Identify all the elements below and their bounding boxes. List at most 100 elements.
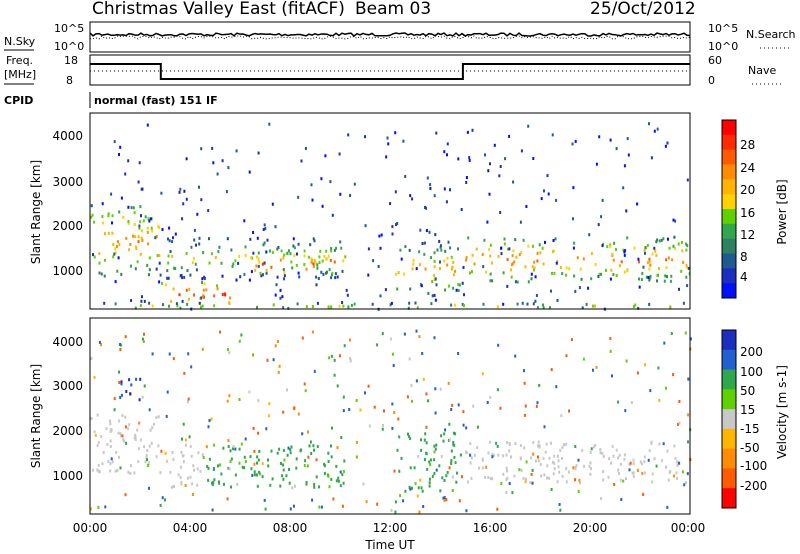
velocity-cell [539, 463, 542, 466]
velocity-cell [609, 349, 612, 353]
xtick-1600: 16:00 [473, 521, 508, 535]
velocity-panel-frame [89, 317, 691, 515]
velocity-cell [687, 440, 689, 444]
velocity-cell [452, 475, 454, 479]
velocity-cell [155, 455, 158, 459]
velocity-cell [481, 372, 484, 376]
power-cell [503, 242, 506, 246]
velocity-cell [339, 354, 341, 358]
power-cell [509, 268, 512, 272]
power-cell [418, 250, 421, 254]
velocity-cell [315, 475, 318, 479]
power-cell [290, 260, 293, 264]
power-cell [609, 244, 612, 248]
velocity-cell [264, 507, 267, 511]
velocity-cell [686, 472, 689, 476]
velocity-cell [278, 364, 281, 368]
power-cell [364, 224, 367, 228]
power-cell [103, 301, 106, 305]
power-cell [161, 228, 164, 231]
velocity-cell [290, 445, 293, 449]
power-cell [424, 267, 427, 271]
power-cell [320, 270, 323, 274]
velocity-cell [506, 441, 509, 444]
power-cell [544, 240, 546, 244]
power-cell [515, 255, 518, 259]
velocity-cell [269, 483, 272, 487]
velocity-cell [450, 449, 453, 453]
velocity-cell [451, 403, 454, 407]
velocity-cell [155, 416, 158, 419]
power-cell [473, 262, 476, 266]
velocity-cell [658, 442, 661, 446]
power-cell [203, 282, 206, 286]
power-cell [230, 248, 233, 252]
power-cell [594, 304, 596, 308]
power-cell [525, 205, 528, 208]
velocity-cell [625, 359, 628, 363]
velocity-cell [559, 508, 562, 512]
velocity-cell [240, 442, 243, 446]
power-cell [465, 256, 468, 260]
power-cell [457, 289, 460, 292]
colorbar-swatch [722, 268, 736, 284]
velocity-cell [651, 472, 654, 476]
power-cell [609, 277, 612, 281]
power-cell [516, 280, 519, 284]
power-cell [252, 251, 255, 255]
power-cell [98, 252, 101, 256]
velocity-cell [143, 445, 146, 449]
velocity-cell [570, 338, 573, 342]
velocity-cell [382, 423, 384, 427]
beam-label: Beam 03 [355, 0, 431, 19]
velocity-cell [305, 481, 308, 484]
velocity-cell [487, 451, 490, 455]
power-cell [438, 239, 441, 243]
power-cbar-tick: 16 [740, 206, 755, 220]
power-cell [107, 212, 110, 216]
power-cell [469, 271, 471, 275]
velocity-cell [623, 453, 626, 457]
velocity-cell [253, 473, 256, 477]
velocity-cell [530, 472, 533, 476]
power-cell [297, 195, 300, 199]
power-cell [609, 138, 612, 142]
velocity-cell [465, 450, 467, 454]
power-cell [112, 243, 115, 246]
velocity-cell [170, 485, 173, 489]
power-cell [524, 265, 527, 269]
velocity-cell [313, 482, 316, 486]
power-cell [466, 130, 469, 134]
velocity-cell [629, 461, 632, 465]
power-cell [391, 232, 394, 236]
power-cell [138, 161, 141, 165]
power-cell [244, 245, 247, 249]
velocity-cell [639, 460, 642, 464]
velocity-cell [234, 447, 237, 451]
velocity-cell [470, 477, 473, 480]
velocity-cell [348, 408, 351, 411]
velocity-cell [137, 447, 140, 451]
power-cell [656, 279, 658, 283]
power-cell [610, 268, 613, 272]
velocity-cell [560, 414, 563, 418]
velocity-cell [365, 500, 368, 504]
velocity-cell [228, 467, 231, 471]
velocity-cell [180, 482, 183, 486]
velocity-cell [687, 377, 690, 381]
power-cell [198, 236, 201, 240]
velocity-cell [196, 483, 199, 487]
velocity-cell [640, 462, 643, 466]
velocity-cell [615, 448, 618, 452]
power-cell [185, 288, 188, 292]
velocity-cell [511, 491, 514, 495]
nsky-tick-high: 10^5 [54, 22, 84, 35]
power-cell [685, 265, 688, 269]
power-cell [341, 269, 344, 273]
velocity-cell [261, 475, 264, 479]
velocity-cell [519, 444, 522, 448]
power-cell [256, 305, 258, 309]
power-cell [640, 278, 643, 281]
velocity-cell [211, 481, 213, 485]
power-cell [384, 288, 387, 292]
